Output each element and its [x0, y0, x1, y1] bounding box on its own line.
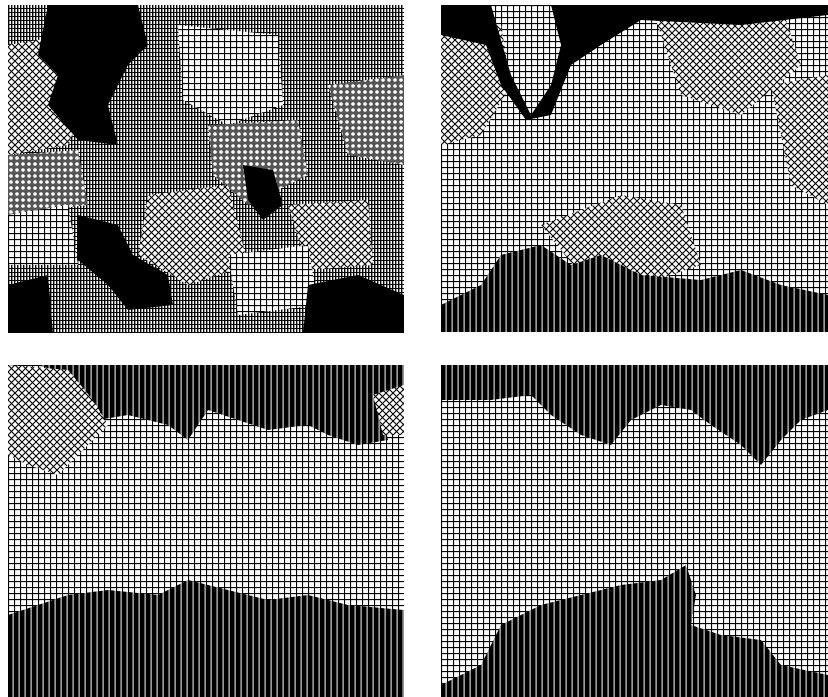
region — [441, 245, 828, 332]
region — [441, 365, 828, 465]
region — [303, 275, 404, 333]
panel-2 — [441, 5, 828, 332]
region — [138, 185, 248, 285]
region — [178, 25, 283, 125]
region — [8, 365, 404, 445]
region — [228, 245, 318, 315]
region — [243, 165, 283, 220]
region — [8, 580, 404, 697]
region — [38, 5, 148, 145]
panel-3 — [8, 365, 404, 697]
panel-1 — [8, 5, 404, 333]
region — [8, 275, 53, 333]
region — [8, 150, 88, 215]
region — [451, 155, 571, 255]
region — [441, 565, 828, 697]
region — [78, 215, 173, 310]
region — [8, 365, 108, 475]
region — [208, 120, 308, 205]
region — [373, 385, 404, 435]
region — [8, 205, 78, 265]
region — [651, 5, 801, 115]
region — [328, 75, 404, 165]
panel-4 — [441, 365, 828, 697]
region — [441, 5, 828, 120]
region — [771, 75, 828, 205]
